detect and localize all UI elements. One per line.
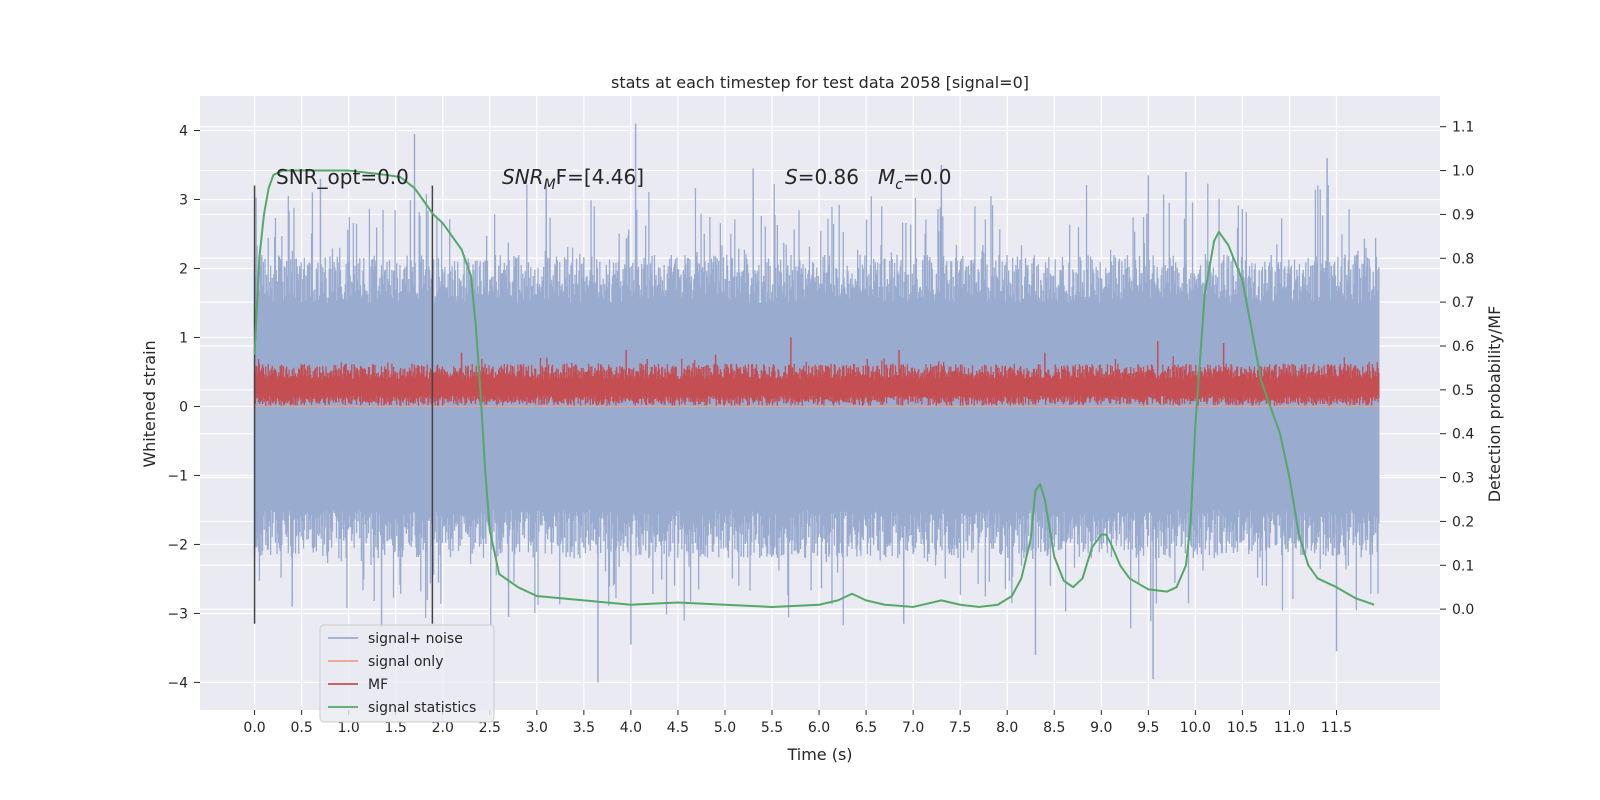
y2-tick-label: 0.3 [1452,471,1474,487]
annotation-snr-mf-rest: F=[4.46] [556,165,644,189]
signal-statistics-series [253,169,1375,608]
x-tick-label: 3.5 [573,720,595,736]
annotation-mc-sub: c [895,177,903,193]
annotation-mc: Mc=0.0 [878,165,952,193]
y2-tick-label: 0.1 [1452,558,1474,574]
y2-axis-label: Detection probability/MF [1485,306,1504,503]
y2-tick-label: 0.9 [1452,207,1474,223]
annotation-mc-value: =0.0 [903,165,952,189]
annotation-s: S=0.86 [785,165,859,189]
x-tick-label: 9.0 [1090,720,1112,736]
x-tick-label: 9.5 [1137,720,1159,736]
x-tick-label: 5.5 [761,720,783,736]
y-tick-label: 0 [179,399,188,415]
x-tick-label: 7.0 [902,720,924,736]
y2-tick-label: 0.6 [1452,339,1474,355]
y2-tick-label: 0.0 [1452,602,1474,618]
legend-box [319,624,495,723]
annotation-s-symbol: S [785,165,798,189]
x-tick-label: 11.5 [1321,720,1352,736]
y2-tick-label: 0.5 [1452,383,1474,399]
x-tick-label: 4.5 [667,720,689,736]
signal-statistics-line [253,169,1375,608]
x-tick-label: 8.5 [1043,720,1065,736]
y2-tick-label: 0.4 [1452,427,1474,443]
y2-tick-label: 1.1 [1452,120,1474,136]
x-tick-label: 0.5 [290,720,312,736]
x-axis-label: Time (s) [786,745,852,764]
x-tick-label: 1.5 [385,720,407,736]
annotation-snr-opt: SNR_opt=0.0 [276,165,409,189]
x-tick-label: 0.0 [243,720,265,736]
y2-axis-ticks: 0.0 0.1 0.2 0.3 0.4 0.5 0.6 0.7 0.8 0.9 1.0 1.1 [1440,120,1474,618]
x-tick-label: 11.0 [1274,720,1305,736]
y-tick-label: −2 [167,537,188,553]
y-tick-label: −1 [167,468,188,484]
y-axis-label: Whitened strain [140,340,159,467]
x-tick-label: 10.5 [1227,720,1258,736]
y-axis-ticks: −4 −3 −2 −1 0 1 2 3 4 [167,123,200,691]
legend-label-mf: MF [368,677,388,693]
y2-tick-label: 1.0 [1452,164,1474,180]
x-tick-label: 2.5 [479,720,501,736]
x-tick-label: 10.0 [1180,720,1211,736]
annotation-snr-mf-main: SNR [502,165,544,189]
y-tick-label: 3 [179,192,188,208]
y-tick-label: 1 [179,330,188,346]
annotation-snr-mf-sub: M [544,177,556,193]
x-tick-label: 6.5 [855,720,877,736]
y-tick-label: −4 [167,675,188,691]
annotation-mc-symbol: M [878,165,895,189]
legend-label-signal-only: signal only [368,654,443,670]
y2-tick-label: 0.8 [1452,251,1474,267]
y-tick-label: 4 [179,123,188,139]
x-tick-label: 1.0 [338,720,360,736]
x-tick-label: 2.0 [432,720,454,736]
y2-tick-label: 0.7 [1452,295,1474,311]
vertical-markers [253,185,434,624]
x-tick-label: 5.0 [714,720,736,736]
legend-label-signal-noise: signal+ noise [368,631,463,647]
annotation-s-value: =0.86 [798,165,859,189]
chart-title: stats at each timestep for test data 205… [611,73,1029,92]
x-tick-label: 3.0 [526,720,548,736]
legend: signal+ noise signal only MF signal stat… [319,624,495,723]
x-tick-label: 6.0 [808,720,830,736]
x-tick-label: 7.5 [949,720,971,736]
x-axis-ticks: 0.0 0.5 1.0 1.5 2.0 2.5 3.0 3.5 4.0 4.5 5.0 5.5 6.0 6… [243,710,1352,736]
y2-tick-label: 0.2 [1452,514,1474,530]
y-tick-label: 2 [179,261,188,277]
x-tick-label: 4.0 [620,720,642,736]
y-tick-label: −3 [167,606,188,622]
x-tick-label: 8.0 [996,720,1018,736]
annotation-snr-mf: SNRMF=[4.46] [502,165,644,193]
legend-label-signal-statistics: signal statistics [368,700,476,716]
